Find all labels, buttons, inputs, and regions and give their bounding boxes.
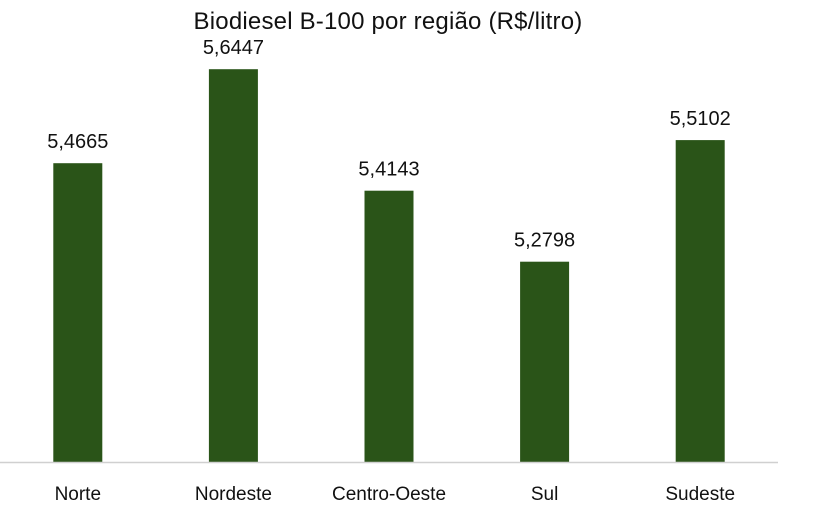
data-label: 5,4143 [358,159,419,181]
category-label: Sudeste [665,484,735,505]
bar-sudeste [675,140,725,462]
bar-nordeste [208,69,258,462]
data-label: 5,6447 [203,37,264,59]
labels-layer: 5,4665 Norte 5,6447 Nordeste 5,4143 Centro-Oe… [47,37,735,505]
category-label: Norte [55,484,101,505]
category-label: Centro-Oeste [332,484,446,505]
data-label: 5,5102 [670,108,731,130]
bar-norte [53,163,103,462]
bar-sul [520,261,570,462]
data-label: 5,4665 [47,131,108,153]
category-label: Nordeste [195,484,272,505]
chart-title: Biodiesel B-100 por região (R$/litro) [193,8,583,35]
bar-centro-oeste [364,190,414,462]
bars-layer [53,69,725,462]
data-label: 5,2798 [514,230,575,252]
category-label: Sul [531,484,558,505]
